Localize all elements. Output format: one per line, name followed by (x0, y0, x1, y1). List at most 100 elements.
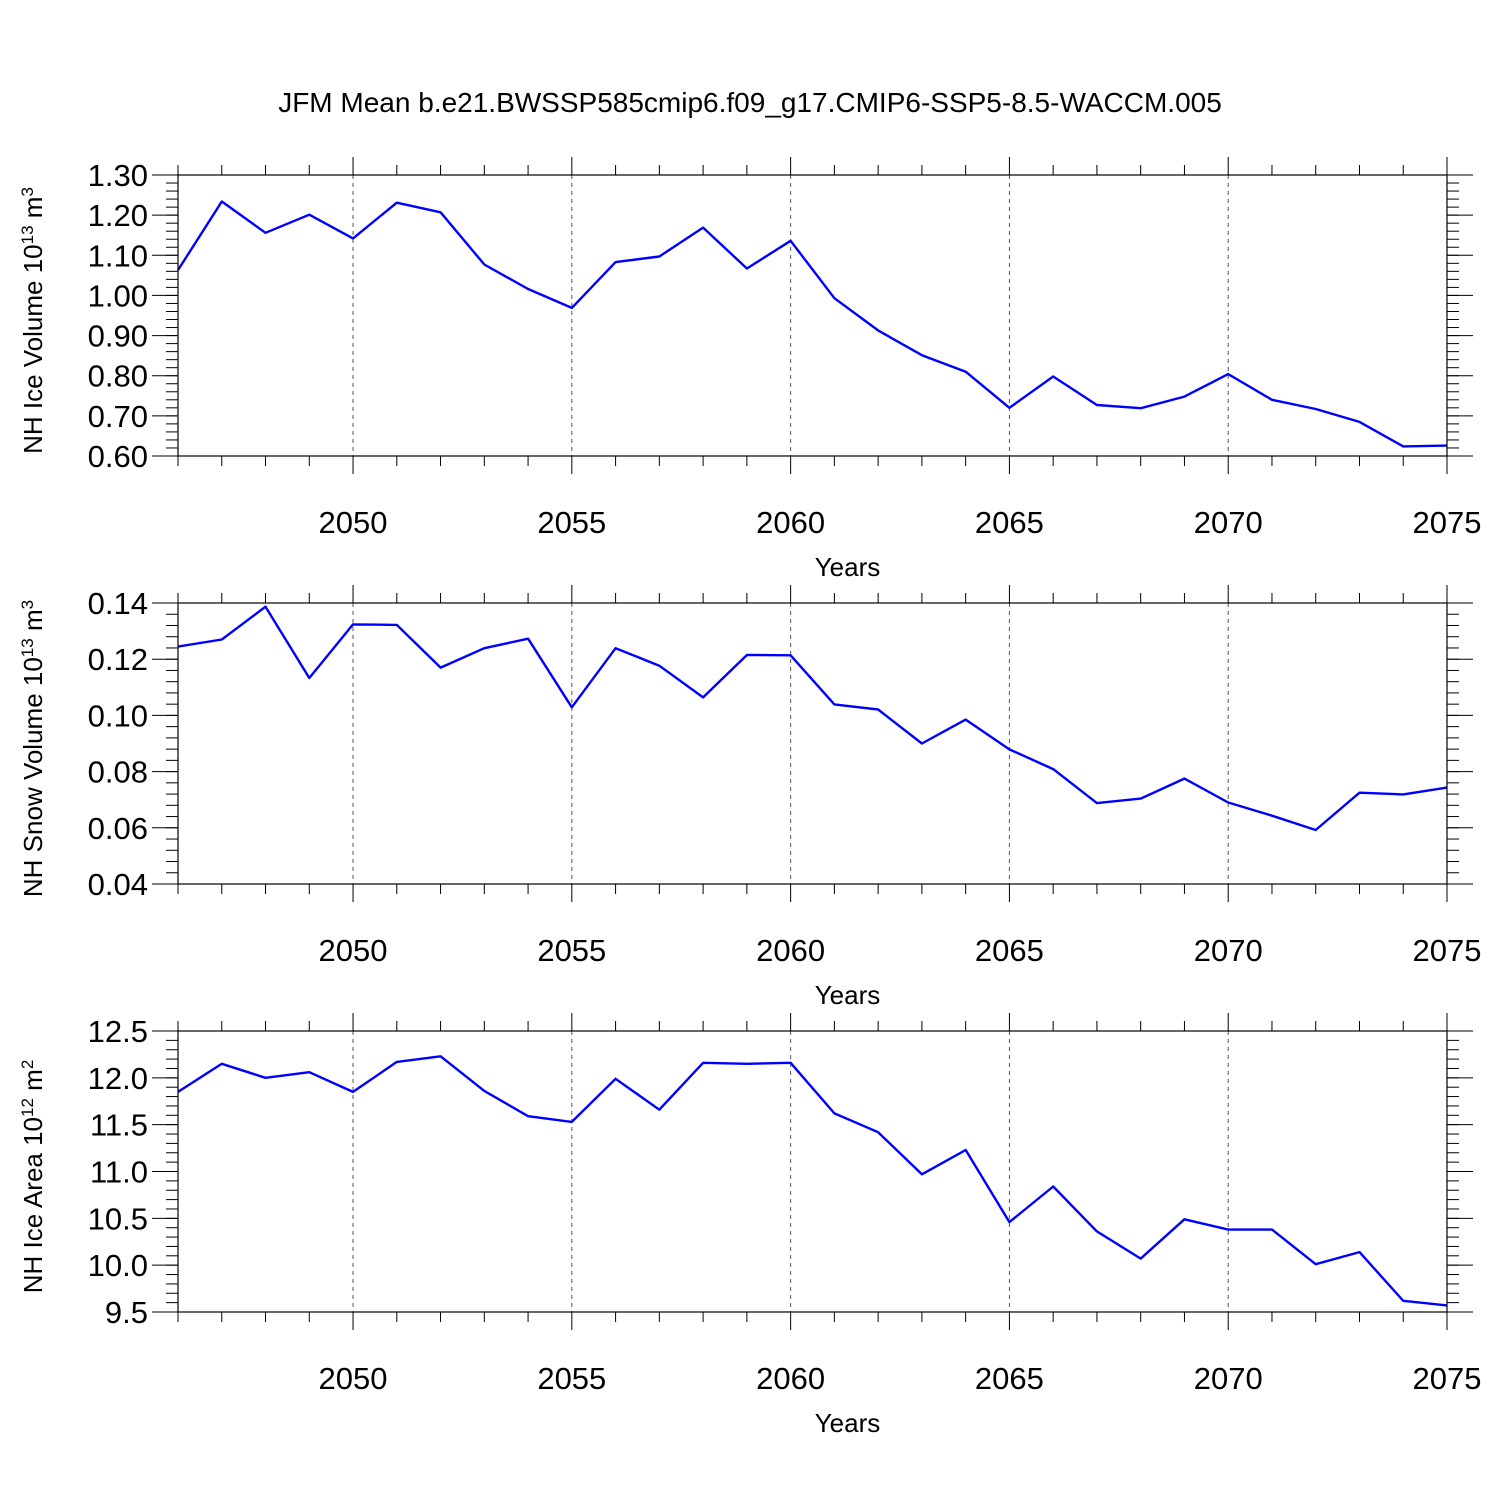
y-tick-label: 0.10 (88, 698, 148, 733)
data-point (964, 370, 968, 374)
plot-frame (177, 174, 1448, 457)
data-point (1007, 1220, 1011, 1224)
data-point (482, 1089, 486, 1093)
x-tick-label: 2070 (1194, 505, 1263, 540)
data-point (1095, 801, 1099, 805)
data-point (526, 1114, 530, 1118)
x-tick-label: 2060 (756, 933, 825, 968)
data-point (745, 653, 749, 657)
data-point (1182, 777, 1186, 781)
data-point (701, 695, 705, 699)
plot-frame (177, 602, 1448, 885)
y-axis-title-exponent: 3 (18, 187, 37, 196)
data-point (1095, 403, 1099, 407)
plot-frame (177, 1030, 1448, 1313)
data-point (220, 638, 224, 642)
y-axis-title-text: NH Snow Volume 10 (18, 657, 48, 897)
y-axis-title-text: NH Ice Area 10 (18, 1117, 48, 1293)
x-tick-label: 2070 (1194, 933, 1263, 968)
data-point (395, 1060, 399, 1064)
data-point (657, 1108, 661, 1112)
x-axis-title: Years (815, 1408, 881, 1438)
x-tick-label: 2050 (319, 1361, 388, 1396)
ice-area-panel: 9.5 10.0 10.5 11.0 11.5 12.0 12.5 2050 2055 2060 2… (18, 1013, 1482, 1438)
data-point (920, 742, 924, 746)
x-tick-label: 2060 (756, 505, 825, 540)
data-point (220, 199, 224, 203)
data-point (395, 201, 399, 205)
x-axis-title: Years (815, 552, 881, 582)
y-tick-label: 1.10 (88, 238, 148, 273)
y-tick-label: 10.5 (88, 1201, 148, 1236)
data-point (1270, 398, 1274, 402)
data-point (351, 236, 355, 240)
data-point (570, 1120, 574, 1124)
data-point (307, 676, 311, 680)
data-point (351, 622, 355, 626)
x-tick-label: 2060 (756, 1361, 825, 1396)
data-point (789, 239, 793, 243)
y-tick-label: 0.12 (88, 642, 148, 677)
data-point (1314, 407, 1318, 411)
data-point (832, 296, 836, 300)
y-axis-title-text: m (18, 1069, 48, 1098)
data-point (745, 1062, 749, 1066)
data-point (1182, 1217, 1186, 1221)
data-point (1095, 1229, 1099, 1233)
x-tick-label: 2065 (975, 1361, 1044, 1396)
series-line (177, 1055, 1448, 1307)
data-point (701, 226, 705, 230)
data-point (1226, 801, 1230, 805)
data-point (1226, 1228, 1230, 1232)
y-axis-title-exponent: 3 (18, 600, 37, 609)
data-point (1007, 406, 1011, 410)
data-point (876, 328, 880, 332)
data-point (657, 254, 661, 258)
data-point (1401, 444, 1405, 448)
data-point (614, 1077, 618, 1081)
x-tick-label: 2055 (537, 505, 606, 540)
y-tick-label: 0.90 (88, 319, 148, 354)
x-tick-label: 2075 (1413, 1361, 1482, 1396)
series-line (176, 200, 1448, 448)
data-point (745, 267, 749, 271)
y-axis-title-exponent: 12 (18, 1098, 37, 1117)
y-axis-title: NH Ice Volume 1013 m3 (18, 187, 49, 454)
data-point (1314, 1262, 1318, 1266)
data-point (307, 213, 311, 217)
data-point (1182, 395, 1186, 399)
data-point (832, 1111, 836, 1115)
y-axis-title: NH Ice Area 1012 m2 (18, 1060, 49, 1294)
data-point (701, 1061, 705, 1065)
y-tick-label: 0.06 (88, 811, 148, 846)
y-tick-label: 0.08 (88, 755, 148, 790)
data-point (570, 705, 574, 709)
data-point (876, 1130, 880, 1134)
data-point (264, 1076, 268, 1080)
data-point (482, 263, 486, 267)
data-point (832, 702, 836, 706)
y-axis-title-text: m (18, 197, 48, 226)
data-point (1357, 791, 1361, 795)
data-point (1139, 1257, 1143, 1261)
data-point (1051, 375, 1055, 379)
data-point (439, 210, 443, 214)
y-tick-label: 0.04 (88, 867, 148, 902)
data-point (614, 260, 618, 264)
y-axis-title-text: m (18, 609, 48, 638)
data-point (789, 1061, 793, 1065)
data-point (1226, 372, 1230, 376)
y-tick-label: 0.80 (88, 359, 148, 394)
data-point (1051, 1184, 1055, 1188)
data-point (964, 718, 968, 722)
y-axis-title-exponent: 2 (18, 1060, 37, 1069)
y-tick-label: 0.70 (88, 399, 148, 434)
chart-title: JFM Mean b.e21.BWSSP585cmip6.f09_g17.CMI… (278, 87, 1222, 118)
data-point (920, 1172, 924, 1176)
x-tick-label: 2075 (1413, 933, 1482, 968)
y-axis-title-exponent: 13 (18, 225, 37, 244)
y-tick-label: 10.0 (88, 1248, 148, 1283)
data-point (395, 623, 399, 627)
ice-volume-panel: 0.60 0.70 0.80 0.90 1.00 1.10 1.20 1.30 2050 2055… (18, 157, 1481, 582)
data-point (482, 646, 486, 650)
